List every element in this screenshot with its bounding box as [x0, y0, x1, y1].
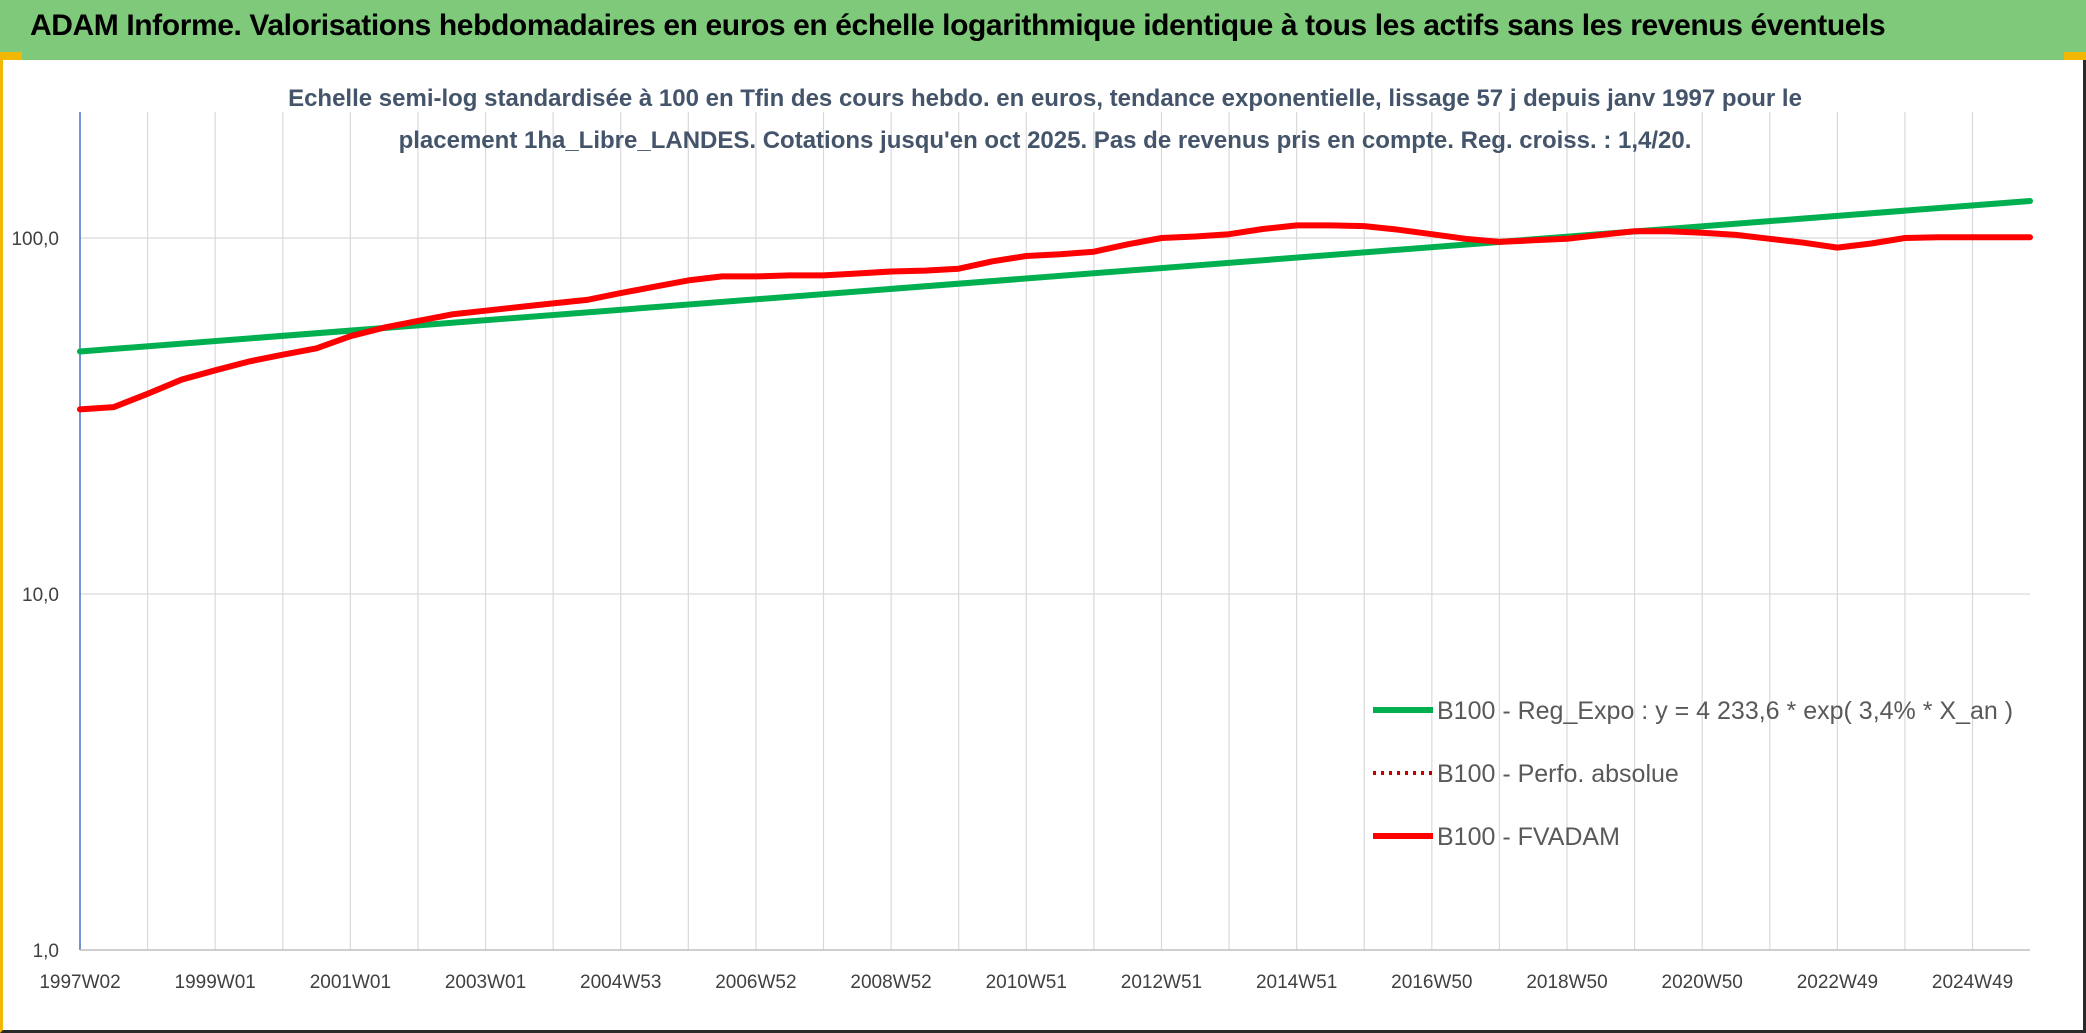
chart-subtitle-line-1: Echelle semi-log standardisée à 100 en T… [288, 85, 1802, 112]
axes: 1,0 10,0 100,0 1997W02 1999W01 2001W01 2003W01… [11, 112, 2030, 993]
x-tick-label: 2004W53 [580, 972, 661, 993]
series [77, 198, 2033, 413]
y-tick-label: 10,0 [22, 585, 59, 606]
x-tick-label: 2014W51 [1256, 972, 1337, 993]
chart-area: 1,0 10,0 100,0 1997W02 1999W01 2001W01 2003W01… [0, 60, 2086, 1033]
x-tick-label: 2001W01 [310, 972, 391, 993]
x-tick-label: 2024W49 [1932, 972, 2013, 993]
report-header: ADAM Informe. Valorisations hebdomadaire… [0, 0, 2086, 60]
x-tick-label: 2018W50 [1526, 972, 1607, 993]
x-tick-label: 2016W50 [1391, 972, 1472, 993]
x-tick-label: 1999W01 [175, 972, 256, 993]
x-tick-label: 2012W51 [1121, 972, 1202, 993]
legend-label: B100 - Perfo. absolue [1437, 760, 1679, 788]
x-tick-label: 2010W51 [986, 972, 1067, 993]
x-tick-label: 2003W01 [445, 972, 526, 993]
legend: B100 - Reg_Expo : y = 4 233,6 * exp( 3,4… [1373, 697, 2013, 851]
line-chart: 1,0 10,0 100,0 1997W02 1999W01 2001W01 2003W01… [11, 85, 2033, 993]
x-tick-label: 1997W02 [39, 972, 120, 993]
legend-label: B100 - FVADAM [1437, 823, 1620, 851]
x-tick-label: 2008W52 [850, 972, 931, 993]
report-title: ADAM Informe. Valorisations hebdomadaire… [30, 9, 1886, 42]
chart-subtitle-line-2: placement 1ha_Libre_LANDES. Cotations ju… [399, 127, 1692, 154]
x-tick-label: 2022W49 [1797, 972, 1878, 993]
y-tick-label: 100,0 [11, 229, 59, 250]
x-tick-label: 2020W50 [1662, 972, 1743, 993]
y-tick-label: 1,0 [33, 941, 59, 962]
legend-label: B100 - Reg_Expo : y = 4 233,6 * exp( 3,4… [1437, 697, 2013, 725]
x-tick-label: 2006W52 [715, 972, 796, 993]
series-line [77, 222, 2033, 413]
